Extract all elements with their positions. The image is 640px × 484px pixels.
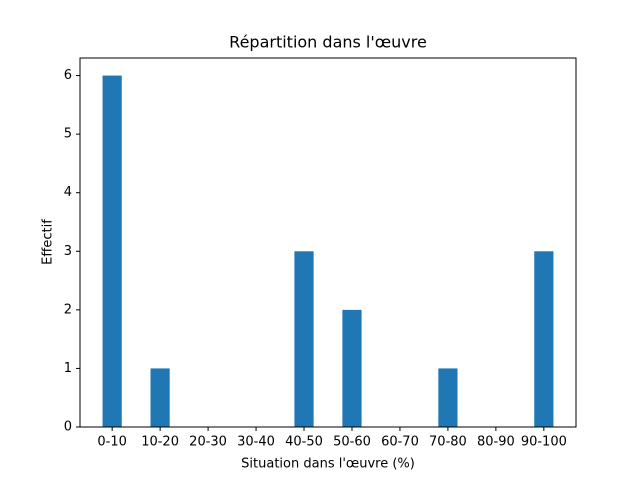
- x-tick-label: 20-30: [189, 435, 227, 450]
- x-tick-label: 90-100: [521, 435, 567, 450]
- bar: [102, 75, 122, 428]
- bar: [534, 251, 554, 427]
- y-tick-label: 5: [64, 127, 72, 142]
- x-tick-label: 70-80: [429, 435, 467, 450]
- bar: [342, 309, 362, 427]
- bar: [438, 368, 458, 427]
- y-tick-label: 6: [64, 68, 72, 83]
- bar: [150, 368, 170, 427]
- x-tick-label: 10-20: [141, 435, 179, 450]
- plot-frame: [79, 57, 577, 428]
- y-tick-label: 0: [64, 420, 72, 435]
- x-axis-label: Situation dans l'œuvre (%): [241, 457, 415, 472]
- x-tick-label: 80-90: [477, 435, 515, 450]
- bar: [294, 251, 314, 427]
- y-tick-label: 1: [64, 361, 72, 376]
- y-tick-label: 2: [64, 302, 72, 317]
- chart-title: Répartition dans l'œuvre: [229, 33, 427, 52]
- x-tick-label: 60-70: [381, 435, 419, 450]
- x-tick-label: 0-10: [97, 435, 127, 450]
- x-tick-label: 30-40: [237, 435, 275, 450]
- y-axis-label: Effectif: [41, 219, 56, 265]
- x-tick-label: 50-60: [333, 435, 371, 450]
- y-tick-label: 4: [64, 185, 72, 200]
- x-tick-label: 40-50: [285, 435, 323, 450]
- y-tick-label: 3: [64, 244, 72, 259]
